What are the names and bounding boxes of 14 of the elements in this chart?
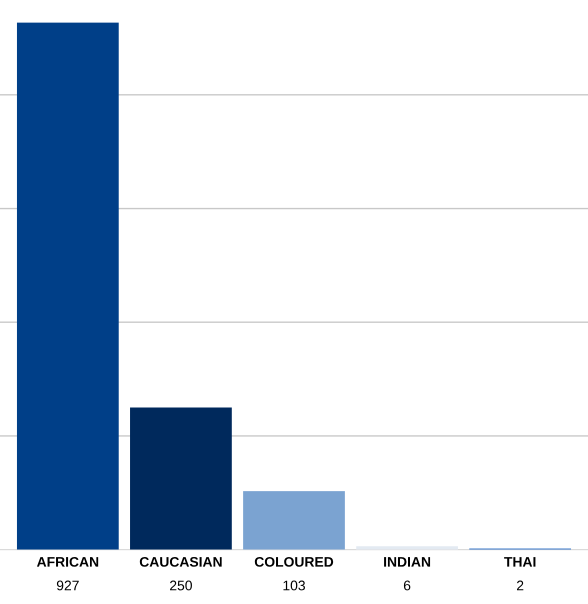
data-label: 250 [170,580,192,590]
bar [356,546,458,550]
bar [16,22,119,550]
data-label: 6 [404,580,410,590]
x-tick-label: AFRICAN [36,556,98,567]
x-tick-label: THAI [504,557,536,567]
data-label: 103 [283,580,305,590]
x-tick-label: COLOURED [254,556,334,567]
data-label: 927 [56,580,79,590]
bar [243,491,345,550]
x-tick-label: INDIAN [384,557,430,567]
bar [130,408,232,550]
data-label: 2 [516,580,524,590]
x-tick-label: CAUCASIAN [140,556,222,567]
